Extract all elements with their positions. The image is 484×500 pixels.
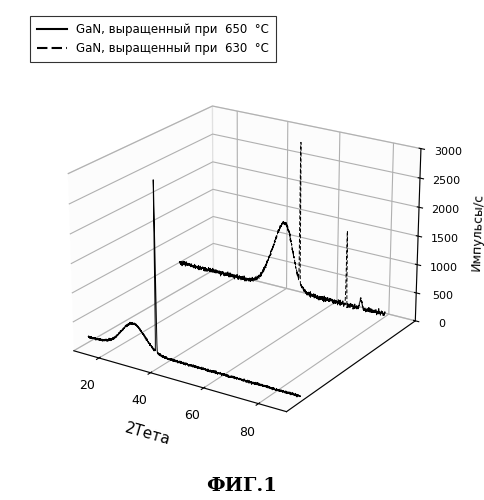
Text: ФИГ.1: ФИГ.1: [207, 477, 277, 495]
Legend: GaN, выращенный при  650  °C, GaN, выращенный при  630  °C: GaN, выращенный при 650 °C, GaN, выращен…: [30, 16, 276, 62]
X-axis label: 2Тета: 2Тета: [123, 420, 172, 448]
